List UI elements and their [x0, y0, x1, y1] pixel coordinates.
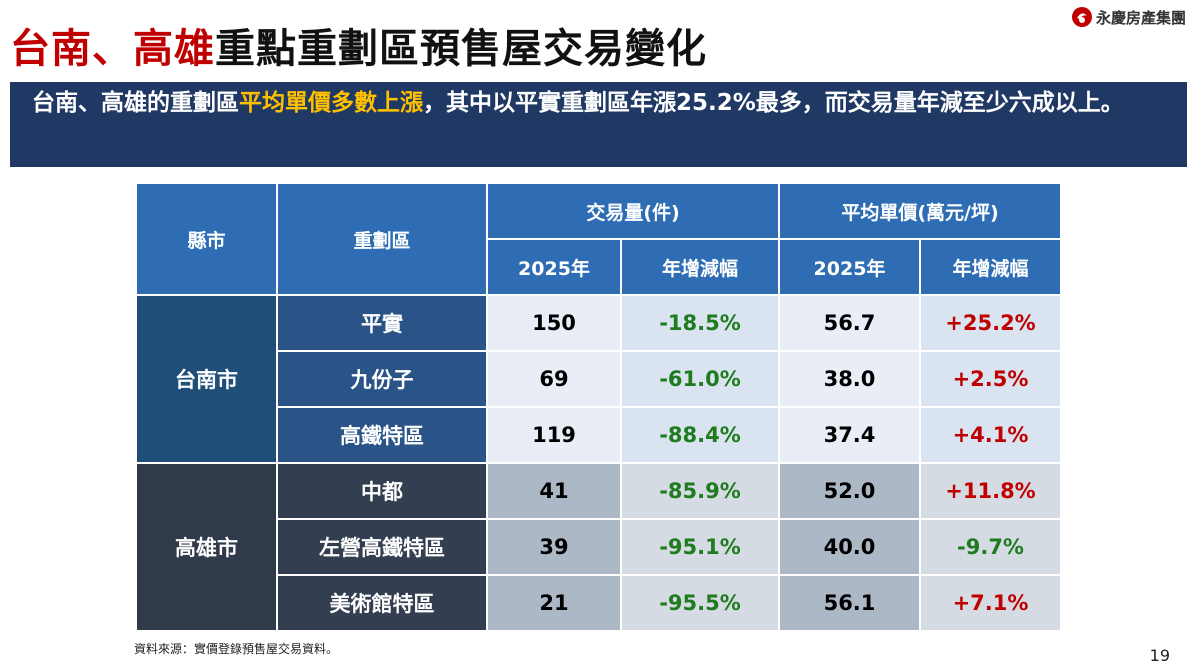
column-header: 交易量(件)	[488, 184, 778, 238]
change-cell: +7.1%	[921, 576, 1060, 630]
change-cell: +4.1%	[921, 408, 1060, 462]
district-cell: 中都	[278, 464, 486, 518]
count-cell: 37.4	[780, 408, 919, 462]
column-header: 重劃區	[278, 184, 486, 294]
table-row: 美術館特區 21 -95.5% 56.1 +7.1%	[137, 576, 1060, 630]
sub-header: 2025年	[488, 240, 620, 294]
change-cell: -95.1%	[622, 520, 778, 574]
change-cell: -18.5%	[622, 296, 778, 350]
county-cell: 高雄市	[137, 464, 276, 630]
count-cell: 21	[488, 576, 620, 630]
count-cell: 52.0	[780, 464, 919, 518]
count-cell: 69	[488, 352, 620, 406]
logo-icon	[1071, 7, 1092, 27]
table-row: 台南市 平實 150 -18.5% 56.7 +25.2%	[137, 296, 1060, 462]
page-number: 19	[1149, 646, 1170, 665]
logo: 永慶房產集團	[1071, 6, 1186, 28]
column-header: 平均單價(萬元/坪)	[780, 184, 1060, 238]
count-cell: 119	[488, 408, 620, 462]
sub-header: 年增減幅	[622, 240, 778, 294]
column-header: 縣市	[137, 184, 276, 294]
title: 台南、高雄重點重劃區預售屋交易變化	[10, 16, 707, 74]
change-cell: -61.0%	[622, 352, 778, 406]
count-cell: 150	[488, 296, 620, 350]
sub-header: 2025年	[780, 240, 919, 294]
count-cell: 39	[488, 520, 620, 574]
count-cell: 41	[488, 464, 620, 518]
district-cell: 平實	[278, 296, 486, 350]
sub-header: 年增減幅	[921, 240, 1060, 294]
title-rest: 重點重劃區預售屋交易變化	[215, 26, 707, 72]
count-cell: 56.1	[780, 576, 919, 630]
table-row: 高鐵特區 119 -88.4% 37.4 +4.1%	[137, 408, 1060, 462]
district-cell: 左營高鐵特區	[278, 520, 486, 574]
district-cell: 美術館特區	[278, 576, 486, 630]
source-note: 資料來源：實價登錄預售屋交易資料。	[134, 642, 339, 656]
change-cell: -95.5%	[622, 576, 778, 630]
banner-text: 台南、高雄的重劃區	[32, 90, 239, 116]
table-row: 高雄市 中都 41 -85.9% 52.0 +11.8%	[137, 464, 1060, 630]
change-cell: -9.7%	[921, 520, 1060, 574]
change-cell: -85.9%	[622, 464, 778, 518]
table-row: 左營高鐵特區 39 -95.1% 40.0 -9.7%	[137, 520, 1060, 574]
count-cell: 40.0	[780, 520, 919, 574]
data-table: 縣市 重劃區 交易量(件) 平均單價(萬元/坪) 2025年 年增減幅 2025…	[135, 182, 1062, 632]
count-cell: 56.7	[780, 296, 919, 350]
district-cell: 九份子	[278, 352, 486, 406]
banner: 台南、高雄的重劃區平均單價多數上漲，其中以平實重劃區年漲25.2%最多，而交易量…	[10, 82, 1187, 167]
change-cell: +25.2%	[921, 296, 1060, 350]
change-cell: -88.4%	[622, 408, 778, 462]
logo-text: 永慶房產集團	[1095, 8, 1186, 27]
banner-text: ，其中以平實重劃區年漲25.2%最多，而交易量年減至少六成以上。	[423, 90, 1124, 116]
change-cell: +11.8%	[921, 464, 1060, 518]
count-cell: 38.0	[780, 352, 919, 406]
banner-highlight: 平均單價多數上漲	[239, 90, 423, 116]
county-cell: 台南市	[137, 296, 276, 462]
change-cell: +2.5%	[921, 352, 1060, 406]
title-highlight: 台南、高雄	[10, 26, 215, 72]
district-cell: 高鐵特區	[278, 408, 486, 462]
table-row: 九份子 69 -61.0% 38.0 +2.5%	[137, 352, 1060, 406]
